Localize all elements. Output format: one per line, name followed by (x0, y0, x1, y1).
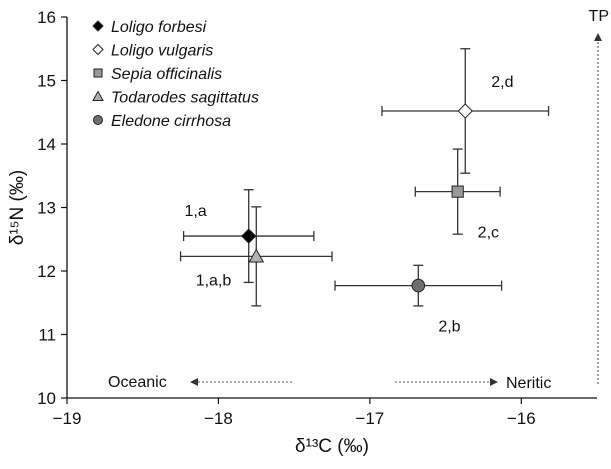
y-tick-label: 15 (37, 72, 56, 91)
direction-arrows (190, 33, 602, 386)
y-tick-label: 13 (37, 199, 56, 218)
y-axis-title: δ¹⁵N (‰) (7, 170, 28, 245)
legend-label: Todarodes sagittatus (111, 90, 259, 107)
legend-label: Loligo vulgaris (111, 43, 213, 60)
group-label: 1,a,b (196, 272, 232, 289)
data-point (248, 248, 265, 263)
neritic-arrowhead (490, 378, 498, 386)
legend-marker (92, 20, 104, 32)
group-label: 1,a (184, 203, 206, 220)
data-point (451, 185, 464, 198)
data-point (411, 278, 426, 293)
data-points (241, 103, 473, 293)
y-tick-label: 14 (37, 135, 56, 154)
y-tick-label: 16 (37, 8, 56, 27)
legend-label: Loligo forbesi (111, 19, 207, 36)
legend-label: Eledone cirrhosa (111, 113, 231, 130)
group-label: 2,c (478, 225, 499, 242)
group-labels: 1,a 2,d 2,c 1,a,b 2,b (184, 74, 513, 336)
y-tick-label: 10 (37, 389, 56, 408)
data-point (241, 228, 257, 244)
legend: Loligo forbesi Loligo vulgaris Sepia offic… (92, 19, 259, 130)
x-tick-label: −19 (53, 409, 82, 428)
legend-label: Sepia officinalis (111, 66, 222, 83)
tp-label: TP (589, 8, 609, 25)
tp-arrowhead (594, 33, 602, 41)
group-label: 2,b (438, 319, 460, 336)
tick-labels: −19 −18 −17 −16 10 11 12 13 14 15 16 (37, 8, 536, 428)
legend-marker (93, 115, 103, 125)
legend-marker (92, 43, 104, 56)
oceanic-arrowhead (190, 378, 198, 386)
x-tick-label: −18 (204, 409, 233, 428)
oceanic-label: Oceanic (108, 374, 167, 391)
tick-marks (61, 16, 522, 404)
neritic-label: Neritic (506, 375, 551, 392)
x-axis-title: δ¹³C (‰) (295, 436, 369, 457)
y-tick-label: 11 (38, 326, 56, 345)
y-tick-label: 12 (37, 262, 56, 281)
data-point (457, 103, 473, 119)
x-tick-label: −16 (507, 409, 536, 428)
group-label: 2,d (491, 74, 513, 91)
legend-marker (93, 68, 103, 78)
x-tick-label: −17 (355, 409, 384, 428)
legend-marker (92, 90, 104, 101)
